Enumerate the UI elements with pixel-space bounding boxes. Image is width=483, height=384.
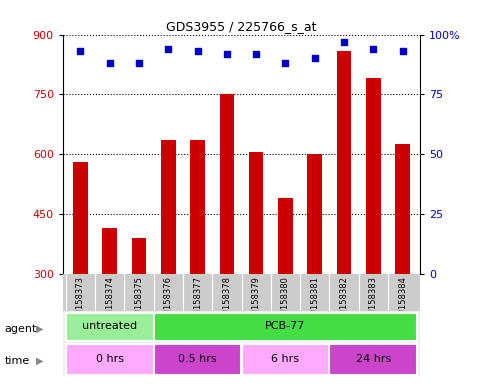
Bar [337, 51, 351, 274]
Text: 0.5 hrs: 0.5 hrs [178, 354, 217, 364]
Bar [249, 152, 263, 274]
Title: GDS3955 / 225766_s_at: GDS3955 / 225766_s_at [166, 20, 317, 33]
Text: GSM158379: GSM158379 [252, 276, 261, 326]
Text: GSM158380: GSM158380 [281, 276, 290, 326]
Bar [220, 94, 234, 274]
Bar [66, 344, 154, 375]
Bar [307, 154, 322, 274]
Bar [154, 313, 417, 341]
Point [164, 46, 172, 52]
Bar [278, 198, 293, 274]
Text: 6 hrs: 6 hrs [271, 354, 299, 364]
Text: 24 hrs: 24 hrs [355, 354, 391, 364]
Bar [395, 144, 410, 274]
Point [399, 48, 407, 55]
Bar [242, 344, 329, 375]
Text: ▶: ▶ [36, 356, 44, 366]
Text: untreated: untreated [82, 321, 137, 331]
Bar [329, 344, 417, 375]
Point [252, 51, 260, 57]
Text: agent: agent [5, 324, 37, 334]
Point [223, 51, 231, 57]
Text: GSM158377: GSM158377 [193, 276, 202, 327]
Bar [66, 313, 154, 341]
Text: GSM158383: GSM158383 [369, 276, 378, 327]
Bar [366, 78, 381, 274]
Bar [73, 162, 88, 274]
Point [369, 46, 377, 52]
Text: GSM158378: GSM158378 [222, 276, 231, 327]
Bar [161, 140, 176, 274]
Bar [132, 238, 146, 274]
Text: time: time [5, 356, 30, 366]
Text: 0 hrs: 0 hrs [96, 354, 124, 364]
Point [340, 39, 348, 45]
Text: PCB-77: PCB-77 [265, 321, 306, 331]
Text: GSM158376: GSM158376 [164, 276, 173, 327]
Point [106, 60, 114, 66]
Text: ▶: ▶ [36, 324, 44, 334]
Bar [102, 228, 117, 274]
Bar [190, 140, 205, 274]
Text: GSM158373: GSM158373 [76, 276, 85, 327]
Text: GSM158384: GSM158384 [398, 276, 407, 326]
Text: GSM158375: GSM158375 [134, 276, 143, 326]
Bar [154, 344, 242, 375]
Text: GSM158374: GSM158374 [105, 276, 114, 326]
Point [194, 48, 201, 55]
Point [76, 48, 84, 55]
Text: GSM158382: GSM158382 [340, 276, 349, 326]
Text: GSM158381: GSM158381 [310, 276, 319, 326]
Point [311, 55, 319, 61]
Point [135, 60, 143, 66]
Point [282, 60, 289, 66]
